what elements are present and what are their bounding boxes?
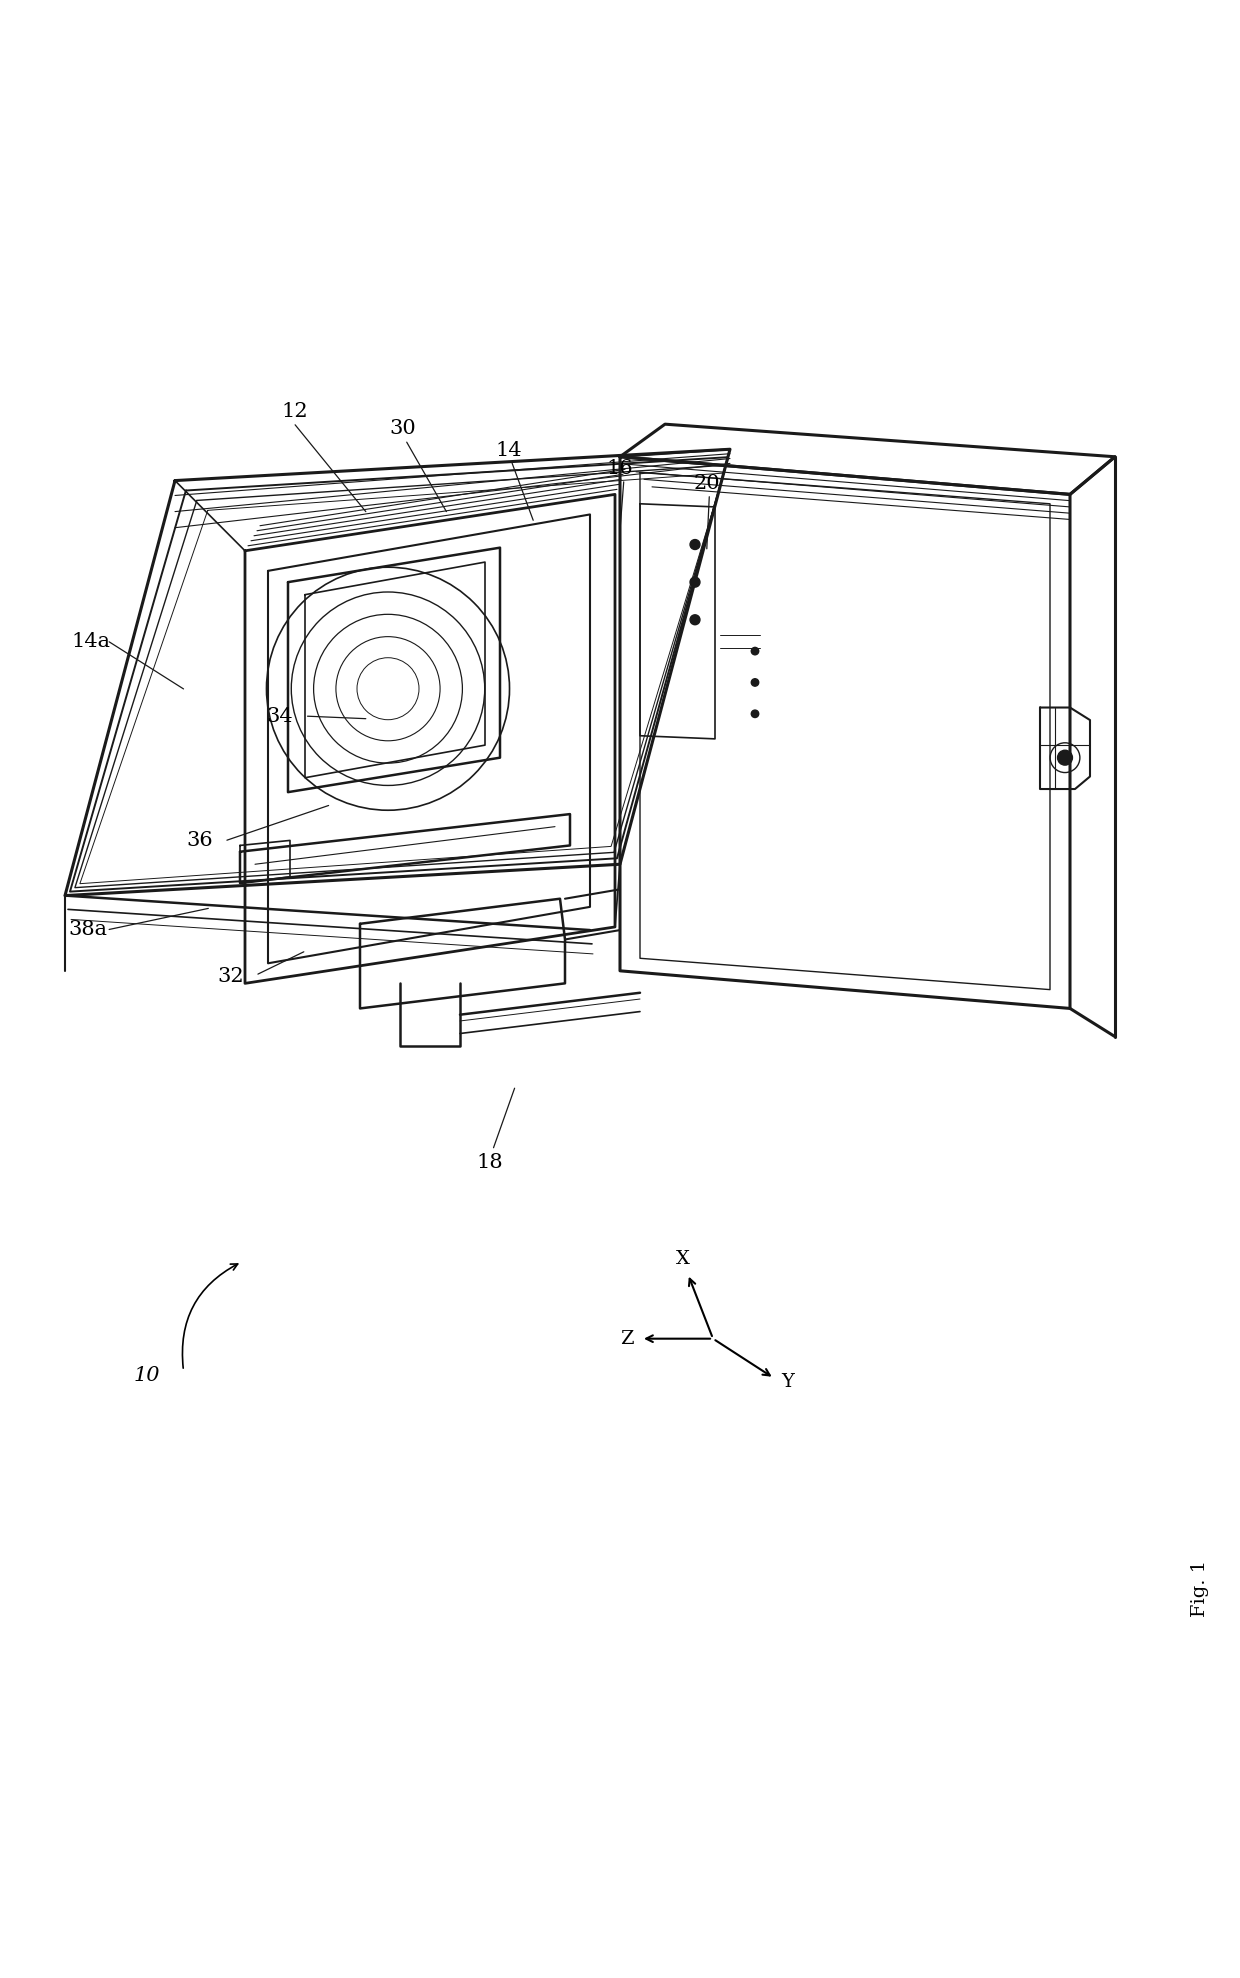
Circle shape xyxy=(689,578,699,587)
Text: 14: 14 xyxy=(495,441,522,459)
Text: 30: 30 xyxy=(389,419,417,439)
Text: Y: Y xyxy=(781,1373,794,1391)
Text: 12: 12 xyxy=(281,402,309,421)
Text: 34: 34 xyxy=(267,706,293,726)
Text: 16: 16 xyxy=(606,459,634,479)
Text: 20: 20 xyxy=(693,475,720,493)
Circle shape xyxy=(751,647,759,655)
FancyArrowPatch shape xyxy=(182,1264,238,1369)
Text: Z: Z xyxy=(620,1329,634,1347)
Circle shape xyxy=(751,678,759,686)
Text: 10: 10 xyxy=(134,1367,160,1385)
Text: 14a: 14a xyxy=(72,633,110,651)
Circle shape xyxy=(689,615,699,625)
Text: 36: 36 xyxy=(186,831,212,851)
Text: X: X xyxy=(676,1250,689,1268)
Text: 18: 18 xyxy=(476,1153,503,1171)
Text: Fig. 1: Fig. 1 xyxy=(1190,1559,1209,1616)
Text: 38a: 38a xyxy=(68,920,107,940)
Circle shape xyxy=(689,540,699,550)
Circle shape xyxy=(1058,750,1073,765)
Circle shape xyxy=(751,710,759,718)
Text: 32: 32 xyxy=(217,967,243,987)
